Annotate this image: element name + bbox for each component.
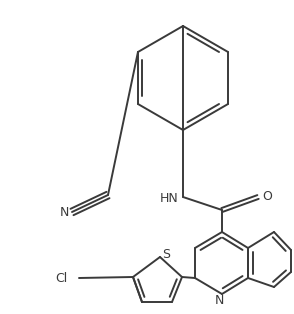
Text: Cl: Cl	[55, 272, 67, 284]
Text: N: N	[59, 205, 69, 219]
Text: O: O	[262, 191, 272, 203]
Text: S: S	[162, 247, 170, 261]
Text: N: N	[214, 295, 224, 307]
Text: HN: HN	[160, 192, 178, 205]
